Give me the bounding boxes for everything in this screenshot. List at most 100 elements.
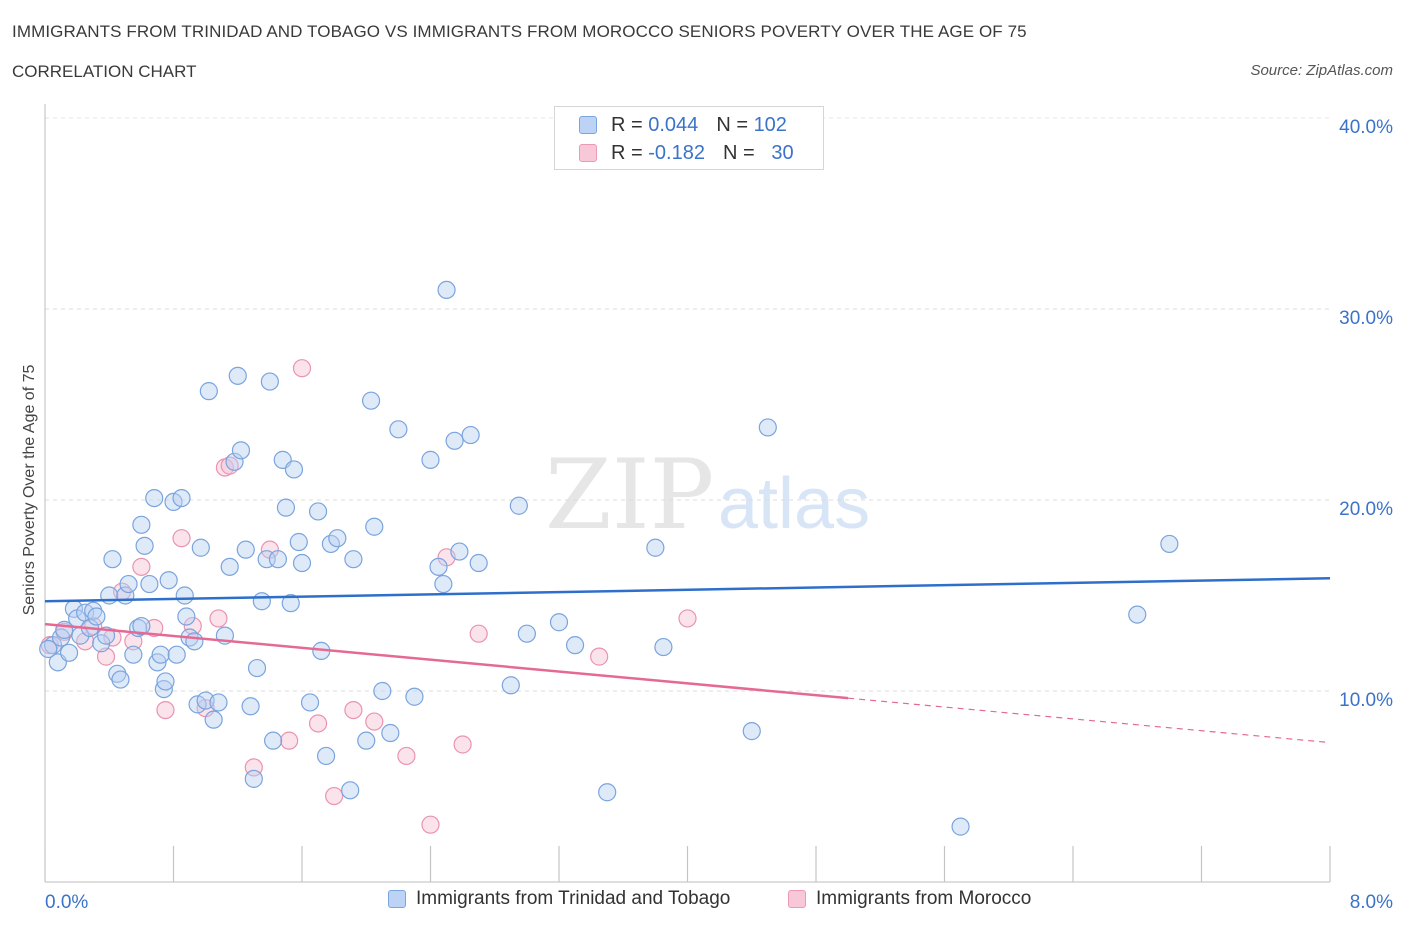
morocco-point-24 [365, 712, 384, 731]
morocco-point-23 [344, 700, 363, 720]
trinidad-point-15 [103, 550, 122, 569]
morocco-point-5 [103, 628, 122, 647]
r-label: R = [611, 113, 643, 136]
axes [44, 104, 1331, 883]
trinidad-point-101 [132, 616, 151, 636]
morocco-point-30 [590, 647, 609, 666]
trinidad-point-35 [177, 607, 196, 626]
trinidad-point-50 [241, 697, 260, 716]
trinidad-point-100 [39, 639, 58, 659]
legend-label-trinidad: Immigrants from Trinidad and Tobago [416, 888, 731, 909]
trinidad-point-94 [654, 637, 673, 657]
trinidad-point-10 [84, 601, 103, 620]
trend-lines [44, 577, 1331, 744]
grid-lines [45, 117, 1330, 692]
trinidad-point-52 [247, 658, 267, 678]
trinidad-point-80 [429, 557, 448, 576]
trinidad-point-76 [381, 723, 400, 743]
morocco-point-21 [308, 714, 328, 733]
trinidad-point-24 [140, 574, 159, 594]
n-label: N = [716, 113, 748, 136]
trinidad-point-46 [225, 452, 244, 471]
morocco-point-25 [397, 746, 416, 766]
trinidad-point-86 [469, 553, 488, 573]
morocco-point-28 [453, 735, 472, 754]
morocco-point-8 [132, 557, 151, 576]
trinidad-point-95 [742, 722, 761, 741]
trinidad-point-79 [421, 450, 440, 469]
trinidad-point-55 [260, 372, 279, 391]
trinidad-point-19 [119, 574, 138, 594]
x-tick-label-max: 8.0% [1350, 892, 1393, 913]
morocco-point-26 [421, 815, 440, 834]
trinidad-point-87 [501, 676, 520, 695]
x-tick-label-min: 0.0% [45, 892, 88, 913]
trinidad-point-60 [281, 594, 300, 613]
morocco-legend-swatch [788, 890, 806, 908]
morocco-point-19 [280, 731, 299, 750]
trinidad-point-92 [598, 783, 617, 802]
trinidad-point-70 [341, 781, 360, 800]
stats-row-trinidad: R = 0.044 N = 102 [579, 111, 787, 139]
trinidad-point-20 [124, 645, 143, 664]
morocco-point-11 [172, 529, 191, 548]
r-label: R = [611, 141, 643, 164]
watermark-zip: ZIP [545, 439, 714, 551]
trinidad-point-61 [284, 460, 304, 479]
n-label: N = [722, 141, 755, 164]
trinidad-point-89 [517, 624, 536, 643]
morocco-point-29 [469, 624, 488, 643]
watermark-atlas: atlas [718, 464, 870, 544]
trinidad-point-56 [263, 731, 283, 750]
trinidad-point-98 [1128, 605, 1147, 624]
morocco-point-10 [156, 700, 175, 720]
morocco-point-20 [292, 359, 312, 378]
trinidad-point-28 [154, 679, 173, 699]
trinidad-trend-line [44, 577, 1331, 603]
y-tick-label-0: 10.0% [1339, 690, 1393, 711]
trinidad-point-47 [228, 366, 247, 385]
source-label: Source: ZipAtlas.com [1250, 62, 1393, 79]
chart-subtitle: CORRELATION CHART [12, 62, 197, 81]
trinidad-point-93 [646, 538, 665, 557]
trinidad-point-25 [145, 488, 164, 508]
trinidad-point-78 [405, 687, 424, 706]
trinidad-point-90 [549, 613, 569, 632]
legend-label-morocco: Immigrants from Morocco [816, 888, 1032, 909]
trinidad-point-82 [437, 280, 456, 299]
trinidad-point-42 [204, 710, 223, 729]
trinidad-point-34 [175, 586, 194, 605]
trinidad-point-45 [220, 557, 239, 576]
morocco-point-31 [678, 609, 697, 628]
stats-row-morocco: R = -0.182 N = 30 [579, 139, 794, 167]
trinidad-point-23 [135, 536, 154, 555]
trinidad-point-30 [159, 571, 178, 590]
trinidad-point-65 [308, 502, 328, 521]
morocco-point-22 [325, 786, 344, 806]
chart-title: IMMIGRANTS FROM TRINIDAD AND TOBAGO VS I… [12, 22, 1027, 41]
trinidad-point-91 [565, 636, 585, 655]
trinidad-point-96 [758, 418, 777, 437]
trinidad-point-48 [231, 441, 251, 460]
y-tick-label-1: 20.0% [1339, 499, 1393, 520]
morocco-point-2 [76, 632, 95, 651]
trinidad-point-75 [373, 681, 392, 701]
trinidad-point-33 [172, 488, 191, 508]
morocco-trend-line-extension [848, 697, 1331, 744]
trinidad-point-97 [951, 817, 970, 836]
morocco-point-12 [183, 616, 202, 636]
legend-item-morocco: Immigrants from Morocco [788, 888, 1031, 910]
trinidad-point-16 [108, 664, 127, 683]
trinidad-point-37 [185, 632, 204, 651]
y-tick-label-3: 40.0% [1339, 117, 1393, 138]
trinidad-point-59 [276, 498, 296, 517]
trinidad-point-11 [87, 607, 106, 626]
legend-item-trinidad: Immigrants from Trinidad and Tobago [388, 888, 730, 910]
trinidad-point-71 [344, 550, 363, 569]
y-tick-label-2: 30.0% [1339, 308, 1393, 329]
trinidad-point-14 [100, 586, 119, 605]
trinidad-point-29 [156, 672, 175, 691]
trinidad-point-67 [316, 746, 336, 766]
trinidad-point-57 [268, 550, 288, 569]
trinidad-point-74 [365, 517, 384, 536]
